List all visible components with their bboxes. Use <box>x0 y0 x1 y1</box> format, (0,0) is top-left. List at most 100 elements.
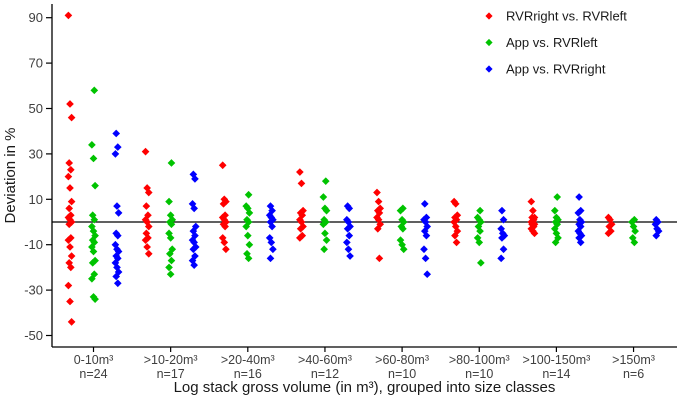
data-point <box>66 243 74 251</box>
category-n-label: n=6 <box>623 367 644 381</box>
data-point <box>345 231 354 240</box>
data-point <box>476 227 484 235</box>
data-point <box>322 206 331 215</box>
data-point <box>113 143 122 151</box>
data-point <box>191 175 199 183</box>
data-point <box>114 209 123 217</box>
data-point <box>343 224 352 233</box>
data-point <box>141 236 150 244</box>
data-point <box>112 129 121 138</box>
data-point <box>66 263 75 272</box>
data-point <box>269 245 277 254</box>
data-point <box>221 222 229 231</box>
category-n-label: n=10 <box>388 367 416 381</box>
data-point <box>420 245 428 254</box>
legend-item: App vs. RVRright <box>485 62 606 77</box>
data-point <box>399 245 408 254</box>
data-point <box>190 261 198 269</box>
data-point <box>111 150 120 158</box>
data-point <box>244 254 253 263</box>
y-tick-label: 50 <box>29 101 43 116</box>
data-point <box>423 270 432 279</box>
data-point <box>530 229 539 238</box>
y-tick-label: 10 <box>29 192 43 207</box>
data-point <box>343 238 351 247</box>
data-point <box>242 222 251 231</box>
data-point <box>91 181 99 190</box>
data-point <box>551 238 560 247</box>
data-point <box>218 161 227 170</box>
data-point <box>499 215 508 224</box>
data-point <box>141 147 150 156</box>
data-point <box>574 209 583 217</box>
data-point <box>527 197 536 206</box>
category-label: >20-40m³ <box>221 353 275 367</box>
data-point <box>67 318 76 326</box>
data-point <box>167 220 176 229</box>
data-point <box>65 204 74 213</box>
data-point <box>64 11 73 20</box>
category-n-label: n=16 <box>234 367 262 381</box>
data-point <box>88 140 96 149</box>
data-point <box>499 245 508 254</box>
data-point <box>67 252 76 260</box>
data-point <box>67 197 76 206</box>
data-point <box>320 245 328 254</box>
data-point <box>219 200 228 208</box>
data-point <box>497 254 505 263</box>
data-point <box>113 231 122 240</box>
category-label: >80-100m³ <box>449 353 510 367</box>
data-point <box>64 172 73 181</box>
y-tick-label: 90 <box>29 10 43 25</box>
data-point <box>375 254 384 263</box>
data-point <box>297 179 306 188</box>
category-label: >100-150m³ <box>523 353 591 367</box>
category-label: >60-80m³ <box>375 353 429 367</box>
category-n-label: n=24 <box>79 367 107 381</box>
data-point <box>144 249 153 258</box>
data-point <box>399 224 407 233</box>
data-point <box>113 202 121 210</box>
data-point <box>321 177 330 185</box>
data-point <box>142 202 151 210</box>
data-point <box>322 236 331 244</box>
data-point <box>420 200 429 208</box>
data-point <box>245 209 254 217</box>
data-point <box>245 240 254 249</box>
data-point <box>243 231 252 240</box>
category-label: 0-10m³ <box>74 353 114 367</box>
data-point <box>166 234 175 242</box>
legend-item: RVRright vs. RVRleft <box>485 9 627 24</box>
data-point <box>652 231 661 240</box>
data-point <box>66 100 74 108</box>
y-tick-label: -10 <box>24 237 43 252</box>
data-point <box>477 259 485 267</box>
category-label: >150m³ <box>612 353 655 367</box>
data-point <box>373 224 382 233</box>
y-tick-label: 30 <box>29 146 43 161</box>
data-point <box>91 295 99 304</box>
category-label: >40-60m³ <box>298 353 352 367</box>
data-point <box>296 224 305 233</box>
data-point <box>475 238 484 247</box>
data-point <box>144 188 153 197</box>
data-point <box>190 204 198 213</box>
category-n-label: n=12 <box>311 367 339 381</box>
data-point <box>112 272 121 281</box>
y-axis-title: Deviation in % <box>2 128 19 224</box>
data-point <box>144 222 153 231</box>
data-point <box>222 245 230 254</box>
data-point <box>630 238 639 247</box>
legend-item: App vs. RVRleft <box>485 35 598 50</box>
data-point <box>631 227 639 235</box>
category-n-label: n=10 <box>465 367 493 381</box>
data-point <box>575 193 583 201</box>
legend-label: RVRright vs. RVRleft <box>506 9 627 24</box>
data-point <box>66 184 74 192</box>
data-point <box>66 165 75 174</box>
data-point <box>67 113 76 122</box>
data-point <box>220 238 229 247</box>
y-tick-label: -30 <box>24 283 43 298</box>
